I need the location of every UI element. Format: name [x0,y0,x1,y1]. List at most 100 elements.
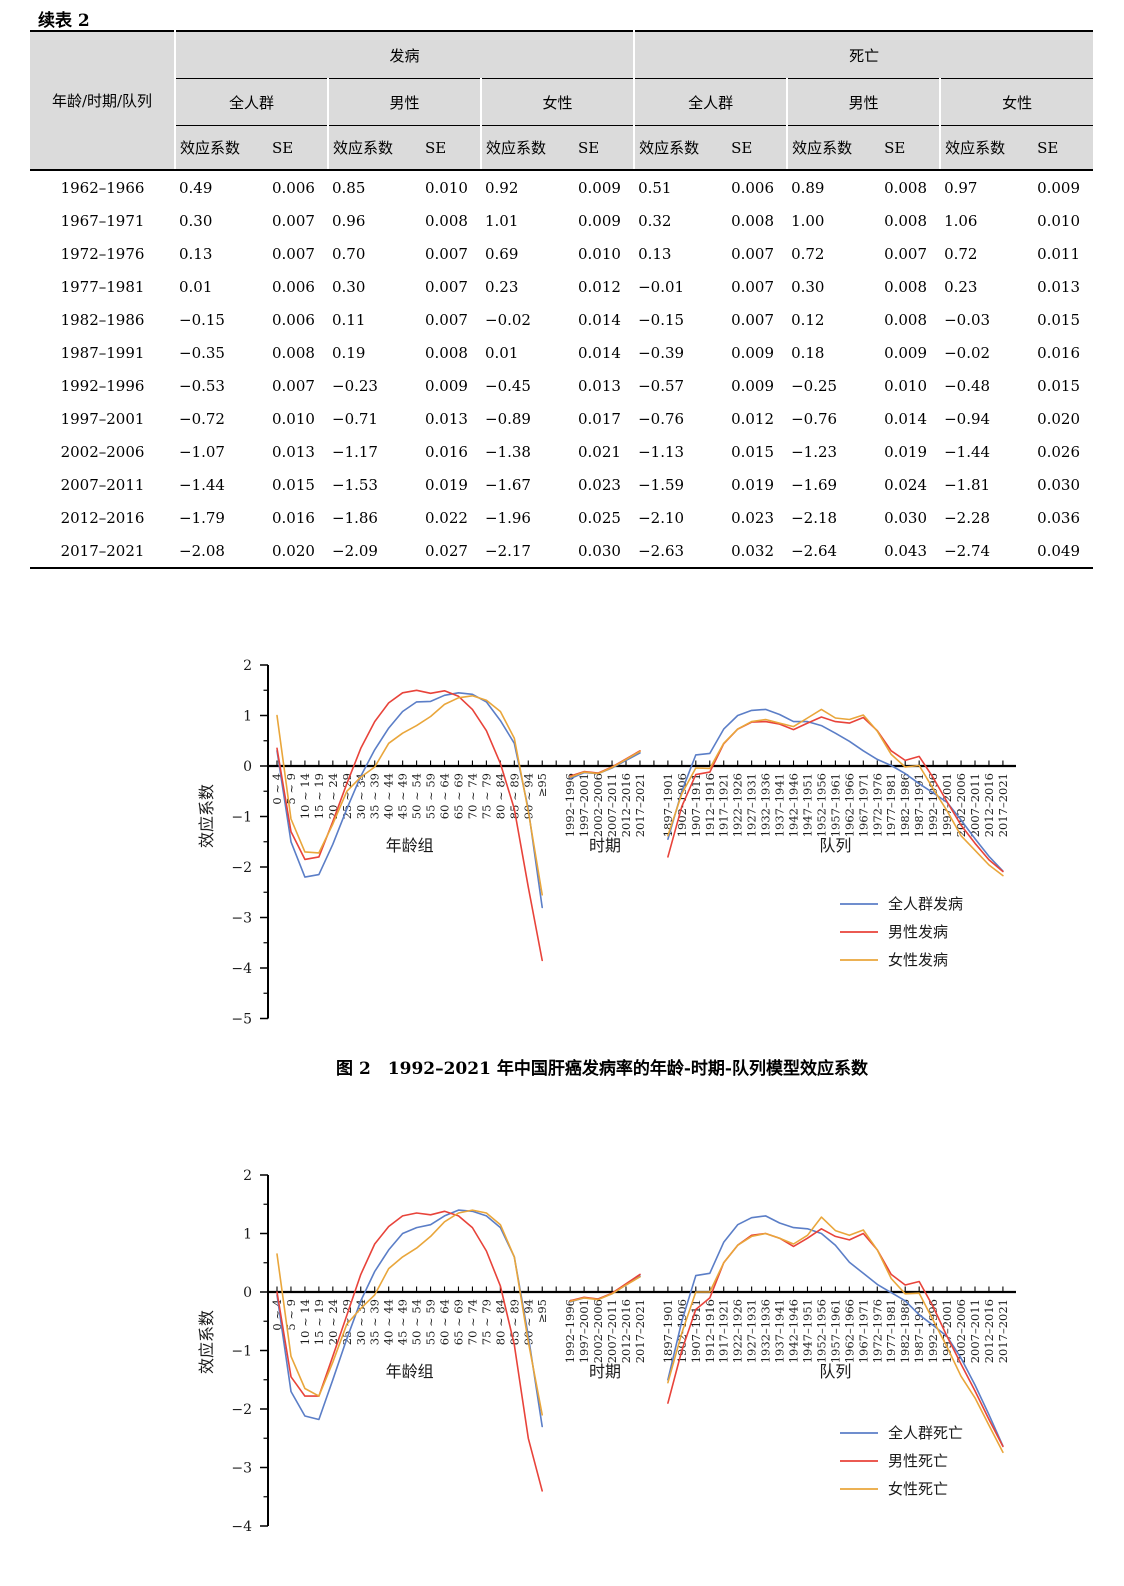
table-cell: −1.23 [791,442,838,461]
table-cell: 1967–1971 [60,211,145,230]
x-axis-tick-label: 1967–1971 [856,1299,870,1363]
table-cell: 0.007 [425,277,468,296]
table-cell: 0.015 [731,442,775,461]
table-cell: −0.35 [179,343,225,362]
section-label: 年龄组 [386,836,434,855]
x-axis-tick-label: 1897–1901 [661,773,675,837]
table-row: 1977–1981 0.01 0.006 0.30 0.007 0.23 0.012 −0.0… [30,270,1093,303]
x-axis-tick-label: 1962–1966 [842,773,856,837]
table-cell: 0.015 [1037,310,1081,329]
x-axis-tick-label: 1922–1926 [731,1299,745,1363]
x-axis-tick-label: 1912–1916 [703,1299,717,1363]
x-axis-tick-label: 1907–1911 [689,1299,703,1363]
table-cell: 0.89 [791,178,825,197]
x-axis-tick-label: ≥95 [535,1299,549,1323]
y-axis-tick-label: 2 [243,1168,252,1184]
x-axis-tick-label: 10 ~ 14 [298,773,312,819]
series-line [569,750,641,778]
column-header: 效应系数 [786,125,881,171]
x-axis-tick-label: 1937–1941 [773,773,787,837]
series-line [276,1209,544,1416]
x-axis-tick-label: 1912–1916 [703,773,717,837]
column-header: 效应系数 [480,125,574,171]
table-cell: 0.030 [884,508,928,527]
column-subgroup-header: 女性 [479,78,635,126]
x-axis-tick-label: 2017–2021 [996,773,1010,837]
section-label: 时期 [589,1362,621,1381]
table-header-row: 全人群 男性 女性 全人群 男性 女性 [30,78,1094,126]
table-cell: −1.86 [332,508,378,527]
x-axis-tick-label: 15 ~ 19 [312,1299,326,1345]
column-group-header: 死亡 [633,31,1094,79]
column-header: SE [727,125,788,171]
x-axis-tick-label: 1997–2001 [940,1299,954,1363]
x-axis-tick-label: 75 ~ 79 [479,1299,493,1345]
table-cell: 0.72 [944,244,978,263]
x-axis-tick-label: 2012–2016 [982,1299,996,1363]
table-cell: 0.006 [272,310,315,329]
table-cell: 0.016 [272,508,315,527]
series-line [276,695,544,896]
x-axis-tick-label: 1992–1996 [563,1299,577,1363]
x-axis-tick-label: 70 ~ 74 [465,1299,479,1345]
x-axis-tick-label: 1982–1986 [898,1299,912,1363]
x-axis-tick-label: 0 ~ 4 [270,773,284,805]
table-cell: 0.022 [425,508,468,527]
table-cell: 0.69 [485,244,519,263]
table-cell: −2.08 [179,541,225,560]
table-cell: 0.01 [485,343,519,362]
table-cell: 0.12 [791,310,825,329]
table-cell: −0.72 [179,409,225,428]
x-axis-tick-label: 1977–1981 [884,1299,898,1363]
table-cell: −0.01 [638,277,685,296]
table-cell: −0.15 [638,310,685,329]
table-cell: −1.44 [944,442,991,461]
table-cell: −1.44 [179,475,225,494]
x-axis-tick-label: 55 ~ 59 [424,1299,438,1345]
table-cell: 0.01 [179,277,213,296]
x-axis-tick-label: 1947–1951 [800,1299,814,1363]
table-cell: −0.25 [791,376,838,395]
table-cell: −2.63 [638,541,685,560]
table-cell: 0.030 [1037,475,1081,494]
table-cell: 0.011 [1037,244,1081,263]
table-cell: 0.70 [332,244,366,263]
table-cell: 0.020 [272,541,315,560]
table-cell: 0.021 [578,442,621,461]
table-cell: 0.006 [731,178,775,197]
column-header: 效应系数 [939,125,1034,171]
table-cell: 0.020 [1037,409,1081,428]
table-header-row: 效应系数 SE 效应系数 SE 效应系数 SE 效应系数 SE 效应系数 SE 效应系数 SE [30,125,1094,171]
x-axis-tick-label: 65 ~ 69 [451,1299,465,1345]
table-cell: 0.13 [179,244,213,263]
table-row: 2012–2016 −1.79 0.016 −1.86 0.022 −1.96 0.025−… [30,501,1093,534]
table-cell: −0.03 [944,310,991,329]
table-row: 1997–2001 −0.72 0.010 −0.71 0.013 −0.89 0.017−… [30,402,1093,435]
table-cell: 0.027 [425,541,468,560]
table-cell: −0.76 [638,409,685,428]
section-label: 队列 [819,1362,851,1381]
table-cell: 0.008 [425,343,468,362]
table-cell: −0.15 [179,310,225,329]
table-cell: 0.85 [332,178,366,197]
table-cell: 0.92 [485,178,519,197]
table-cell: −0.53 [179,376,225,395]
table-cell: 0.49 [179,178,213,197]
table-title: 续表 2 [38,11,90,31]
x-axis-tick-label: 80 ~ 84 [493,773,507,819]
x-axis-tick-label: 1942–1946 [787,773,801,837]
table-cell: 0.007 [425,310,468,329]
legend-label: 男性发病 [888,923,948,941]
y-axis-title: 效应系数 [197,1310,216,1374]
column-header: SE [1033,125,1094,171]
x-axis-tick-label: 1942–1946 [787,1299,801,1363]
x-axis-tick-label: 1922–1926 [731,773,745,837]
column-header: SE [421,125,481,171]
x-axis-tick-label: 2017–2021 [633,1299,647,1363]
table-cell: −2.17 [485,541,531,560]
x-axis-tick-label: 1957–1961 [828,773,842,837]
series-line [276,1209,544,1428]
x-axis-tick-label: 10 ~ 14 [298,1299,312,1345]
table-cell: −1.13 [638,442,685,461]
